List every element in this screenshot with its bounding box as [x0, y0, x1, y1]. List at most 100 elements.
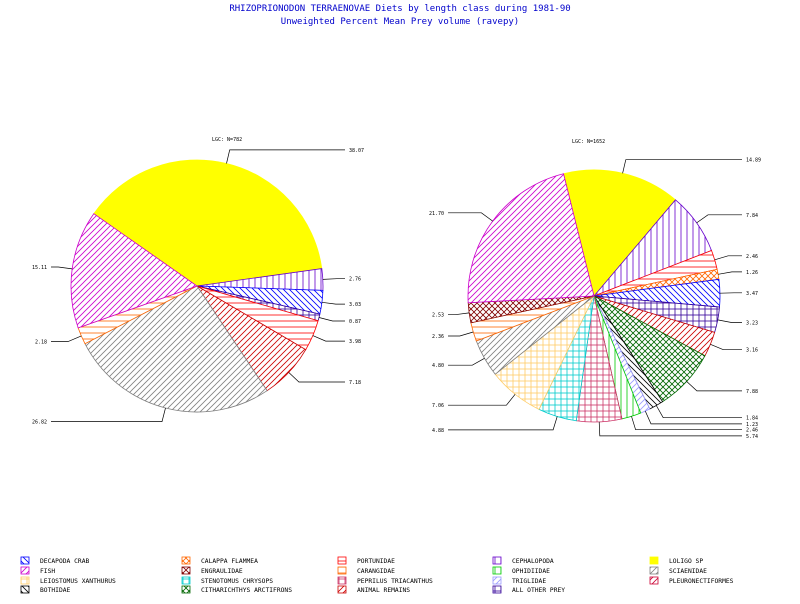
legend-swatch: [182, 557, 190, 564]
slice-value-label: 3.23: [746, 321, 758, 327]
leader-line: [322, 302, 345, 304]
slice-value-label: 2.18: [35, 339, 47, 345]
legend-label: ANIMAL REMAINS: [357, 587, 410, 594]
legend-swatch: [338, 586, 346, 593]
legend-swatch: [493, 586, 501, 593]
slice-value-label: 7.88: [746, 389, 758, 395]
leader-line: [718, 320, 742, 323]
leader-line: [51, 336, 81, 342]
legend-item-bothidae: BOTHIDAE: [21, 586, 71, 594]
legend-item-peprilus-triacanthus: PEPRILUS TRIACANTHUS: [338, 577, 433, 585]
legend-swatch: [21, 567, 29, 574]
leader-line: [313, 336, 345, 342]
slice-value-label: 2.76: [349, 277, 361, 283]
legend-label: BOTHIDAE: [40, 587, 71, 594]
slice-value-label: 2.36: [432, 334, 444, 340]
legend: DECAPODA CRAB CALAPPA FLAMMEA PORTUNIDAE CE…: [21, 557, 734, 594]
leader-line: [623, 160, 742, 174]
legend-label: CEPHALOPODA: [512, 558, 554, 565]
legend-swatch: [338, 577, 346, 584]
legend-item-fish: FISH: [21, 567, 55, 575]
slice-value-label: 7.06: [432, 403, 444, 409]
leader-line: [448, 313, 469, 315]
legend-item-citharichthys-arctifrons: CITHARICHTHYS ARCTIFRONS: [182, 586, 292, 594]
legend-item-stenotomus-chrysops: STENOTOMUS CHRYSOPS: [182, 577, 273, 585]
legend-item-animal-remains: ANIMAL REMAINS: [338, 586, 410, 594]
legend-item-sciaenidae: SCIAENIDAE: [650, 567, 707, 575]
legend-item-cephalopoda: CEPHALOPODA: [493, 557, 554, 565]
slice-value-label: 7.18: [349, 380, 361, 386]
slice-value-label: 2.46: [746, 254, 758, 260]
legend-label: CARANGIDAE: [357, 568, 395, 575]
leader-line: [697, 215, 742, 223]
slice-value-label: 2.53: [432, 313, 444, 319]
legend-label: LEIOSTOMUS XANTHURUS: [40, 578, 116, 585]
leader-line: [687, 381, 742, 391]
slice-value-label: 14.89: [746, 158, 761, 164]
legend-label: OPHIDIIDAE: [512, 568, 550, 575]
pie-chart-2: LGC: N=165214.897.842.461.263.473.233.16…: [429, 139, 761, 440]
slice-value-label: 7.84: [746, 213, 758, 219]
pie-chart-1: LGC: N=78238.072.763.030.873.987.1826.82…: [32, 137, 364, 426]
legend-label: SCIAENIDAE: [669, 568, 707, 575]
legend-label: PEPRILUS TRIACANTHUS: [357, 578, 433, 585]
legend-label: ALL OTHER PREY: [512, 587, 565, 594]
leader-line: [718, 272, 742, 274]
legend-label: PLEURONECTIFORMES: [669, 578, 734, 585]
legend-swatch: [650, 557, 658, 564]
leader-line: [656, 406, 742, 418]
leader-line: [289, 372, 345, 382]
legend-item-calappa-flammea: CALAPPA FLAMMEA: [182, 557, 258, 565]
slice-value-label: 15.11: [32, 265, 47, 271]
slice-value-label: 3.16: [746, 348, 758, 354]
leader-line: [323, 279, 345, 280]
legend-item-all-other-prey: ALL OTHER PREY: [493, 586, 565, 594]
leader-line: [448, 213, 493, 221]
leader-line: [319, 318, 345, 322]
legend-item-carangidae: CARANGIDAE: [338, 567, 395, 575]
legend-swatch: [650, 567, 658, 574]
legend-swatch: [182, 567, 190, 574]
legend-swatch: [338, 567, 346, 574]
legend-item-decapoda-crab: DECAPODA CRAB: [21, 557, 89, 565]
chart-title: RHIZOPRIONODON TERRAENOVAE Diets by leng…: [229, 4, 570, 14]
slice-value-label: 1.26: [746, 270, 758, 276]
legend-label: CALAPPA FLAMMEA: [201, 558, 258, 565]
legend-swatch: [21, 577, 29, 584]
legend-label: CITHARICHTHYS ARCTIFRONS: [201, 587, 292, 594]
slice-value-label: 3.47: [746, 291, 758, 297]
legend-label: PORTUNIDAE: [357, 558, 395, 565]
legend-label: TRIGLIDAE: [512, 578, 546, 585]
slice-value-label: 2.46: [746, 428, 758, 434]
leader-line: [632, 416, 743, 429]
legend-swatch: [493, 567, 501, 574]
chart-subtitle: Unweighted Percent Mean Prey volume (rav…: [281, 17, 519, 27]
leader-line: [710, 344, 742, 349]
slice-value-label: 0.87: [349, 319, 361, 325]
leader-line: [715, 256, 742, 260]
legend-item-leiostomus-xanthurus: LEIOSTOMUS XANTHURUS: [21, 577, 116, 585]
legend-swatch: [182, 577, 190, 584]
legend-item-engraulidae: ENGRAULIDAE: [182, 567, 243, 575]
leader-line: [51, 408, 166, 422]
legend-swatch: [650, 577, 658, 584]
legend-swatch: [493, 557, 501, 564]
leader-line: [448, 332, 473, 336]
legend-label: STENOTOMUS CHRYSOPS: [201, 578, 273, 585]
leader-line: [448, 417, 557, 430]
slice-value-label: 4.80: [432, 363, 444, 369]
slice-value-label: 5.74: [746, 434, 758, 440]
legend-label: DECAPODA CRAB: [40, 558, 89, 565]
legend-swatch: [21, 586, 29, 593]
legend-label: ENGRAULIDAE: [201, 568, 243, 575]
pie-sample-label: LGC: N=782: [212, 137, 242, 143]
slice-value-label: 3.98: [349, 339, 361, 345]
slice-value-label: 4.88: [432, 428, 444, 434]
leader-line: [448, 358, 485, 365]
legend-item-ophidiidae: OPHIDIIDAE: [493, 567, 550, 575]
leader-line: [51, 267, 72, 269]
legend-item-pleuronectiformes: PLEURONECTIFORMES: [650, 577, 734, 585]
legend-item-triglidae: TRIGLIDAE: [493, 577, 546, 585]
